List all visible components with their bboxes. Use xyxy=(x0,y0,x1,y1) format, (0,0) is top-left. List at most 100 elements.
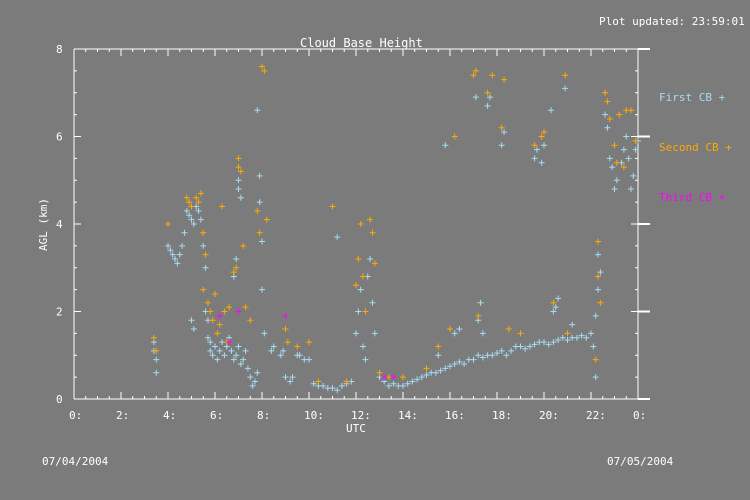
data-point xyxy=(541,129,547,136)
data-point xyxy=(531,341,538,348)
data-point xyxy=(202,264,209,271)
data-point xyxy=(630,172,637,179)
data-point xyxy=(456,326,463,332)
data-point xyxy=(362,308,369,315)
data-point xyxy=(249,382,256,389)
data-point xyxy=(362,356,369,363)
data-point xyxy=(470,356,477,363)
data-point xyxy=(256,172,263,179)
data-point xyxy=(254,107,261,114)
x-tick-label: 14: xyxy=(398,409,418,422)
data-point xyxy=(381,374,388,381)
data-point xyxy=(620,164,627,171)
data-point xyxy=(588,330,594,337)
data-point xyxy=(456,358,463,365)
data-point xyxy=(404,380,411,387)
data-point xyxy=(541,142,547,149)
data-point xyxy=(355,256,362,262)
data-point xyxy=(595,238,602,245)
legend: First CB + Second CB + Third CB + xyxy=(659,91,732,204)
data-point xyxy=(207,347,214,354)
data-point xyxy=(195,207,202,214)
data-point xyxy=(268,347,275,354)
data-point xyxy=(371,330,378,337)
data-point xyxy=(221,352,228,359)
data-point xyxy=(541,339,547,346)
data-point xyxy=(627,107,634,114)
data-point xyxy=(284,339,291,346)
data-point xyxy=(616,111,623,118)
data-point xyxy=(442,365,449,372)
data-point xyxy=(188,203,195,210)
data-point xyxy=(371,260,378,267)
data-point xyxy=(306,339,312,346)
data-point xyxy=(484,102,491,109)
x-tick-label: 22: xyxy=(586,409,606,422)
data-point xyxy=(538,133,545,140)
data-point xyxy=(592,312,599,319)
x-tick-label: 6: xyxy=(210,409,223,422)
x-tick-label: 20: xyxy=(539,409,559,422)
y-tick-label: 2 xyxy=(56,306,63,319)
data-point xyxy=(489,352,496,359)
data-point xyxy=(486,94,493,101)
data-point xyxy=(583,334,590,341)
data-point xyxy=(517,343,524,350)
data-point xyxy=(632,146,639,153)
data-point xyxy=(216,312,223,319)
data-point xyxy=(609,164,616,171)
data-point xyxy=(479,354,486,361)
data-point xyxy=(261,330,268,337)
data-point xyxy=(531,142,538,149)
data-point xyxy=(498,124,505,131)
data-point xyxy=(533,146,540,153)
y-axis-label: AGL (km) xyxy=(37,198,50,251)
data-point xyxy=(202,251,209,258)
x-tick-label: 10: xyxy=(304,409,324,422)
chart-title: Cloud Base Height xyxy=(300,36,423,50)
data-point xyxy=(623,133,630,140)
data-point xyxy=(209,317,216,324)
data-point xyxy=(200,229,207,236)
data-point xyxy=(261,67,268,74)
data-point xyxy=(200,286,207,293)
data-point xyxy=(538,159,545,166)
data-point xyxy=(282,312,289,319)
data-point xyxy=(435,352,442,359)
data-point xyxy=(418,374,425,381)
legend-entry: First CB + xyxy=(659,91,726,104)
data-point xyxy=(153,369,160,376)
x-tick-label: 16: xyxy=(445,409,465,422)
data-point xyxy=(176,251,183,258)
data-point xyxy=(235,164,242,171)
data-point xyxy=(219,203,226,210)
data-point xyxy=(329,203,336,210)
data-point xyxy=(604,124,611,131)
data-point xyxy=(602,89,609,96)
x-tick-label: 12: xyxy=(351,409,371,422)
data-point xyxy=(461,361,468,367)
data-point xyxy=(190,221,197,227)
data-point xyxy=(360,343,367,350)
x-tick-label: 2: xyxy=(116,409,129,422)
data-point xyxy=(369,229,376,236)
data-point xyxy=(235,343,242,350)
data-point xyxy=(320,382,327,389)
data-point xyxy=(611,186,618,192)
data-point xyxy=(489,72,496,79)
data-point xyxy=(437,367,444,374)
data-point xyxy=(190,326,197,332)
data-point xyxy=(179,242,186,249)
data-point xyxy=(606,116,613,122)
series-layer xyxy=(150,63,641,394)
data-point xyxy=(472,67,479,74)
data-point xyxy=(475,352,482,359)
plot-updated-text: Plot updated: 23:59:01 xyxy=(599,15,745,28)
data-point xyxy=(247,374,254,381)
data-point xyxy=(233,264,240,271)
data-point xyxy=(522,345,529,352)
data-point xyxy=(390,380,397,387)
data-point xyxy=(240,242,247,249)
